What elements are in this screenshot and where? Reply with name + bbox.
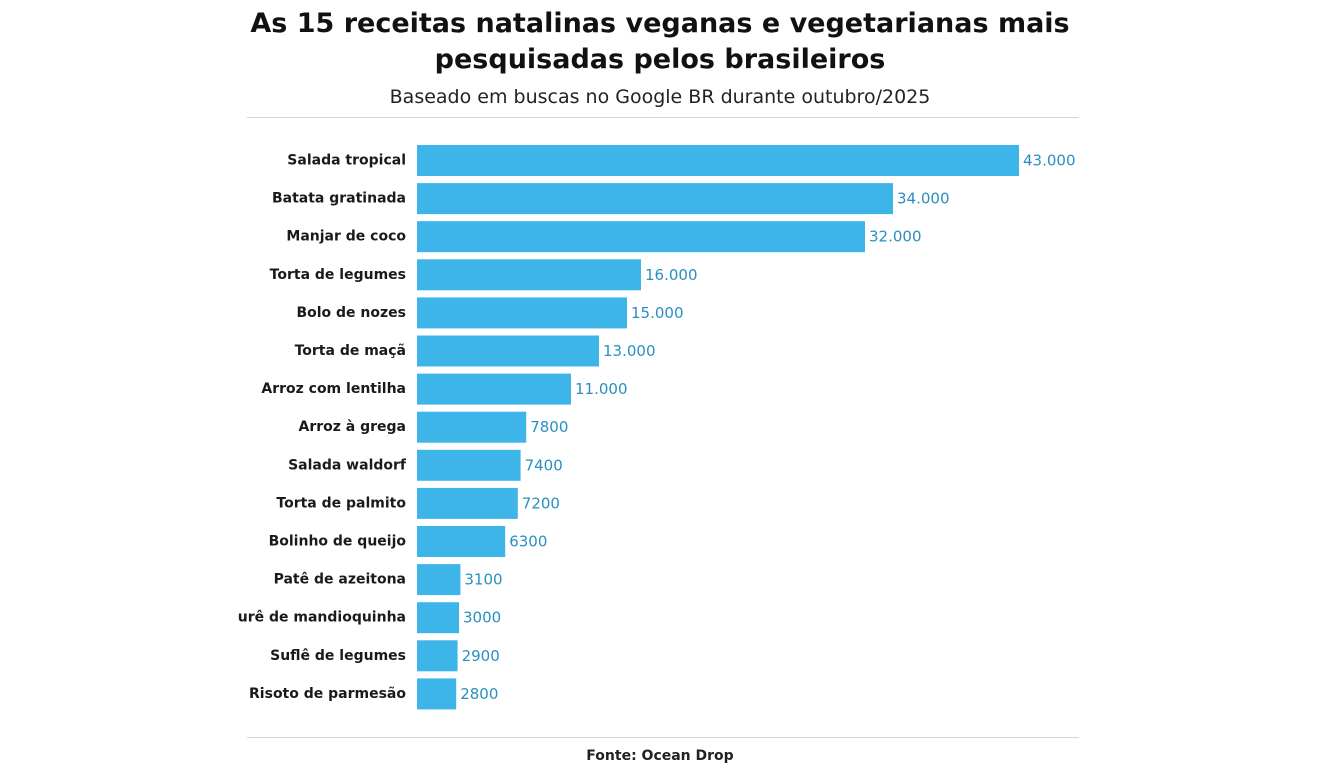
value-label: 7200 — [522, 494, 560, 512]
category-label: Torta de maçã — [295, 343, 406, 359]
source-note: Fonte: Ocean Drop — [586, 748, 734, 764]
bar — [417, 640, 458, 672]
bar — [417, 564, 461, 596]
bar — [417, 221, 865, 253]
bar — [417, 449, 521, 481]
bar — [417, 526, 506, 557]
category-label: Salada tropical — [287, 153, 406, 169]
chart-subtitle: Baseado em buscas no Google BR durante o… — [389, 86, 931, 108]
chart-title: As 15 receitas natalinas veganas e veget… — [250, 8, 1070, 75]
value-label: 11.000 — [575, 380, 628, 398]
bar — [417, 411, 527, 443]
bar — [417, 297, 627, 329]
bar — [417, 145, 1019, 176]
value-label: 43.000 — [1023, 152, 1076, 170]
value-label: 34.000 — [897, 190, 950, 208]
category-label: Manjar de coco — [286, 229, 406, 245]
category-label: Bolo de nozes — [296, 305, 406, 321]
bar — [417, 678, 457, 710]
bottom-divider — [247, 737, 1079, 738]
top-divider — [247, 117, 1079, 118]
category-label: Torta de legumes — [270, 267, 406, 283]
bar — [417, 259, 641, 291]
bar — [417, 487, 518, 519]
category-label: Arroz à grega — [299, 419, 407, 435]
category-label: urê de mandioquinha — [238, 610, 406, 626]
bar — [417, 335, 599, 367]
category-label: Risoto de parmesão — [249, 686, 406, 702]
bar — [417, 373, 571, 405]
category-label: Salada waldorf — [288, 457, 407, 473]
value-label: 16.000 — [645, 266, 698, 284]
category-label: Patê de azeitona — [274, 572, 406, 588]
bar — [417, 183, 893, 215]
value-label: 2800 — [460, 685, 498, 703]
value-label: 2900 — [462, 647, 500, 665]
value-label: 32.000 — [869, 228, 922, 246]
category-label: Bolinho de queijo — [269, 534, 407, 550]
value-label: 7400 — [525, 456, 563, 474]
category-label: Arroz com lentilha — [261, 381, 406, 397]
value-label: 6300 — [509, 533, 547, 551]
category-label: Torta de palmito — [276, 495, 406, 511]
value-label: 13.000 — [603, 342, 656, 360]
category-label: Batata gratinada — [272, 191, 406, 207]
value-label: 3000 — [463, 609, 501, 627]
bar — [417, 602, 459, 634]
value-label: 7800 — [530, 418, 568, 436]
category-label: Suflê de legumes — [270, 648, 406, 664]
value-label: 3100 — [464, 571, 502, 589]
value-label: 15.000 — [631, 304, 684, 322]
